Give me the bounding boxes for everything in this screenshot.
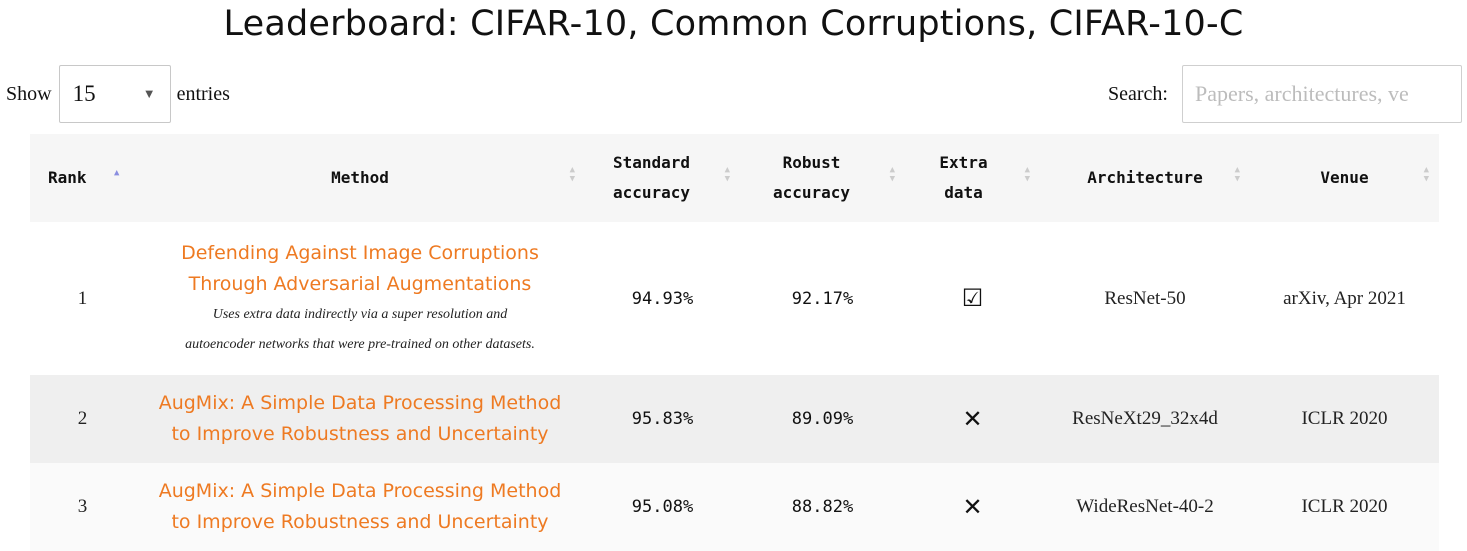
method-note: Uses extra data indirectly via a super r… [185, 306, 535, 352]
search-label: Search: [1108, 82, 1168, 105]
show-label: Show [6, 82, 52, 105]
paper-link[interactable]: AugMix: A Simple Data Processing Method t… [158, 480, 562, 533]
table-row: 1 Defending Against Image Corruptions Thr… [30, 222, 1439, 375]
method-cell: AugMix: A Simple Data Processing Method t… [135, 463, 585, 551]
robust-accuracy-cell: 89.09% [740, 375, 905, 463]
extra-data-cell: ☑ [905, 222, 1040, 375]
table-header-row: Rank ▲ Method ▲ ▼ Standard accuracy ▲ ▼ Ro… [30, 134, 1439, 222]
column-header-method[interactable]: Method ▲ ▼ [135, 134, 585, 222]
entries-control: Show 15 ▼ entries [6, 64, 230, 124]
checkbox-checked-icon: ☑ [961, 286, 984, 312]
sort-icon: ▲ ▼ [1234, 165, 1240, 184]
architecture-cell: WideResNet-40-2 [1040, 463, 1250, 551]
architecture-cell: ResNet-50 [1040, 222, 1250, 375]
venue-cell: ICLR 2020 [1250, 375, 1439, 463]
architecture-cell: ResNeXt29_32x4d [1040, 375, 1250, 463]
paper-link[interactable]: AugMix: A Simple Data Processing Method t… [158, 392, 562, 445]
column-header-extra-data[interactable]: Extra data ▲ ▼ [905, 134, 1040, 222]
method-cell: Defending Against Image Corruptions Throu… [135, 222, 585, 375]
robust-accuracy-cell: 92.17% [740, 222, 905, 375]
leaderboard-table: Rank ▲ Method ▲ ▼ Standard accuracy ▲ ▼ Ro… [30, 134, 1439, 551]
method-cell: AugMix: A Simple Data Processing Method t… [135, 375, 585, 463]
rank-cell: 3 [30, 463, 135, 551]
search-input[interactable] [1182, 65, 1462, 123]
column-header-standard-accuracy[interactable]: Standard accuracy ▲ ▼ [585, 134, 740, 222]
chevron-down-icon: ▼ [142, 86, 156, 101]
search-control: Search: [1108, 64, 1462, 124]
extra-data-cell: ✕ [905, 375, 1040, 463]
sort-asc-icon: ▲ [114, 168, 120, 178]
extra-data-cell: ✕ [905, 463, 1040, 551]
paper-link[interactable]: Defending Against Image Corruptions Throu… [181, 241, 539, 295]
entries-value: 15 [72, 81, 96, 106]
sort-icon: ▲ ▼ [569, 165, 575, 184]
entries-label: entries [176, 82, 230, 105]
sort-icon: ▲ ▼ [1423, 165, 1429, 184]
rank-cell: 2 [30, 375, 135, 463]
standard-accuracy-cell: 95.83% [585, 375, 740, 463]
cross-icon: ✕ [962, 406, 983, 433]
robust-accuracy-cell: 88.82% [740, 463, 905, 551]
rank-cell: 1 [30, 222, 135, 375]
sort-icon: ▲ ▼ [1024, 165, 1030, 184]
venue-cell: arXiv, Apr 2021 [1250, 222, 1439, 375]
cross-icon: ✕ [962, 494, 983, 521]
standard-accuracy-cell: 94.93% [585, 222, 740, 375]
page-title: Leaderboard: CIFAR-10, Common Corruption… [223, 4, 1244, 44]
column-header-robust-accuracy[interactable]: Robust accuracy ▲ ▼ [740, 134, 905, 222]
column-header-venue[interactable]: Venue ▲ ▼ [1250, 134, 1439, 222]
entries-select[interactable]: 15 ▼ [58, 65, 171, 123]
venue-cell: ICLR 2020 [1250, 463, 1439, 551]
sort-icon: ▲ ▼ [724, 165, 730, 184]
table-row: 2 AugMix: A Simple Data Processing Metho… [30, 375, 1439, 463]
sort-icon: ▲ ▼ [889, 165, 895, 184]
standard-accuracy-cell: 95.08% [585, 463, 740, 551]
column-header-rank[interactable]: Rank ▲ [30, 134, 135, 222]
column-header-architecture[interactable]: Architecture ▲ ▼ [1040, 134, 1250, 222]
table-row: 3 AugMix: A Simple Data Processing Metho… [30, 463, 1439, 551]
